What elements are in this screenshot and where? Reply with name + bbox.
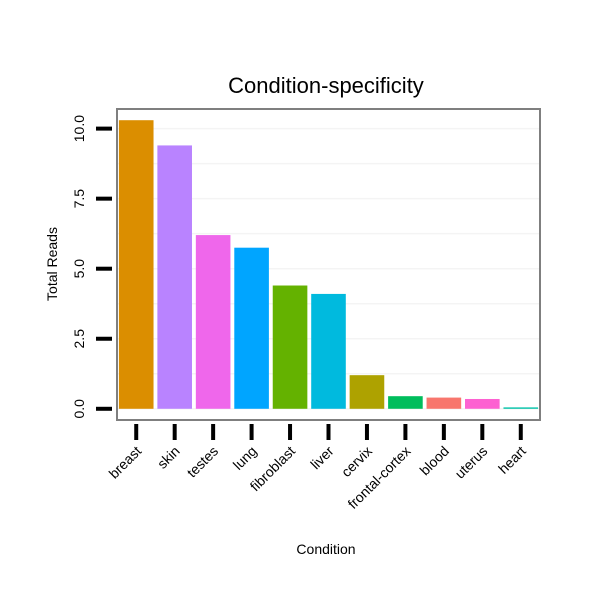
bar-skin bbox=[157, 145, 192, 409]
bar-heart bbox=[503, 407, 539, 409]
x-axis-title: Condition bbox=[296, 541, 355, 557]
y-axis-title: Total Reads bbox=[44, 227, 60, 301]
bar-lung bbox=[234, 247, 269, 409]
y-tick-label: 5.0 bbox=[71, 259, 87, 279]
bar-breast bbox=[118, 120, 154, 409]
y-tick-label: 0.0 bbox=[71, 399, 87, 419]
x-tick-label-skin: skin bbox=[154, 443, 183, 472]
x-tick-label-blood: blood bbox=[416, 443, 452, 479]
y-tick-label: 10.0 bbox=[71, 115, 87, 142]
bar-uterus bbox=[465, 398, 500, 409]
bar-testes bbox=[195, 235, 231, 409]
bars bbox=[118, 120, 539, 409]
x-tick-label-breast: breast bbox=[106, 443, 145, 482]
bar-blood bbox=[426, 397, 462, 409]
bar-liver bbox=[311, 293, 346, 409]
y-axis-ticks: 0.0 2.5 5.0 7.5 10.0 bbox=[71, 115, 112, 419]
bar-fibroblast bbox=[272, 285, 308, 409]
plot-border bbox=[116, 108, 541, 421]
chart-title: Condition-specificity bbox=[228, 73, 424, 98]
bar-frontal-cortex bbox=[388, 396, 423, 409]
x-tick-label-liver: liver bbox=[307, 443, 337, 473]
x-tick-label-testes: testes bbox=[184, 443, 222, 481]
x-tick-label-uterus: uterus bbox=[452, 443, 491, 482]
y-tick-label: 2.5 bbox=[71, 329, 87, 349]
x-tick-label-lung: lung bbox=[230, 443, 260, 473]
y-tick-label: 7.5 bbox=[71, 189, 87, 209]
x-tick-label-heart: heart bbox=[495, 443, 529, 477]
bar-cervix bbox=[349, 375, 385, 409]
